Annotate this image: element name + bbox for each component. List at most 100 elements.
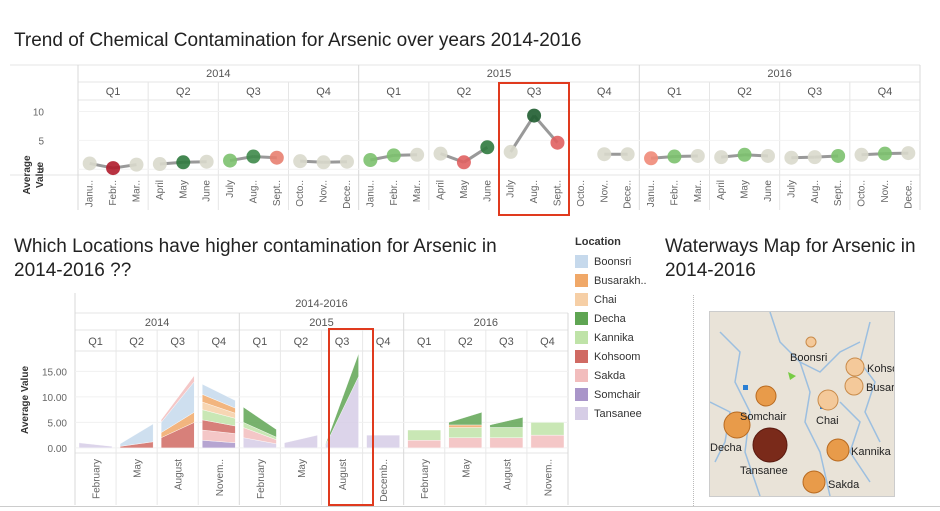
trend-point[interactable] xyxy=(386,148,401,163)
top-month-label: June xyxy=(482,180,493,202)
legend-label: Decha xyxy=(594,312,626,325)
legend-item[interactable]: Kohsoom xyxy=(575,347,660,366)
trend-line-segment xyxy=(509,114,536,153)
area-band[interactable] xyxy=(284,434,318,449)
map-label-somchair: Somchair xyxy=(740,411,787,423)
map-point-tansanee xyxy=(752,427,788,463)
map-canvas: Boonsri Kohsoom Busarakhan Chai Somchair… xyxy=(710,312,894,496)
trend-point[interactable] xyxy=(831,148,846,163)
map-label-boonsri: Boonsri xyxy=(790,352,827,364)
bottom-y-tick: 10.00 xyxy=(42,393,67,404)
trend-point[interactable] xyxy=(106,161,121,176)
map-point-busarakhan xyxy=(844,376,864,396)
legend-label: Chai xyxy=(594,293,617,306)
trend-point[interactable] xyxy=(129,157,144,172)
trend-point[interactable] xyxy=(667,149,682,164)
area-band[interactable] xyxy=(407,429,441,441)
legend-item[interactable]: Sakda xyxy=(575,366,660,385)
area-band[interactable] xyxy=(489,417,524,428)
location-legend[interactable]: Location Boonsri Busarakh.. Chai Decha Kanni… xyxy=(575,236,660,423)
trend-point[interactable] xyxy=(620,147,635,162)
trend-point[interactable] xyxy=(503,144,518,159)
area-band[interactable] xyxy=(448,424,483,428)
trend-point[interactable] xyxy=(363,153,378,167)
trend-point[interactable] xyxy=(597,147,612,162)
trend-point[interactable] xyxy=(339,154,354,169)
area-band[interactable] xyxy=(407,440,441,449)
trend-point[interactable] xyxy=(223,153,238,168)
waterways-map[interactable]: Boonsri Kohsoom Busarakhan Chai Somchair… xyxy=(709,311,895,497)
bottom-quarter-header: Q1 xyxy=(88,336,103,348)
bottom-area-chart[interactable]: 2014-2016 2014 Q1 Q2 Q3 Q4 2015 Q1 Q2 Q3 Q4 2016 Q1 Q… xyxy=(0,293,580,508)
bottom-month-label: May xyxy=(461,459,472,478)
area-band[interactable] xyxy=(448,411,483,426)
trend-point[interactable] xyxy=(152,157,167,172)
trend-point[interactable] xyxy=(456,155,471,170)
trend-point[interactable] xyxy=(410,147,425,162)
trend-point[interactable] xyxy=(269,150,284,165)
bottom-rule xyxy=(0,506,940,507)
trend-point[interactable] xyxy=(550,135,565,150)
area-band[interactable] xyxy=(202,383,236,409)
trend-point[interactable] xyxy=(480,140,495,155)
area-band[interactable] xyxy=(448,437,483,449)
top-month-label: April xyxy=(155,180,166,200)
trend-point[interactable] xyxy=(176,155,191,170)
trend-point[interactable] xyxy=(807,150,822,165)
trend-point[interactable] xyxy=(901,146,916,161)
map-label-decha: Decha xyxy=(710,442,743,454)
trend-point[interactable] xyxy=(877,146,892,161)
map-label-tansanee: Tansanee xyxy=(740,465,788,477)
trend-point[interactable] xyxy=(82,156,97,171)
trend-point[interactable] xyxy=(433,146,448,161)
bottom-month-label: Novem.. xyxy=(543,459,554,496)
legend-item[interactable]: Decha xyxy=(575,309,660,328)
trend-point[interactable] xyxy=(760,148,775,163)
trend-point[interactable] xyxy=(527,108,542,123)
trend-point[interactable] xyxy=(199,154,214,169)
legend-swatch xyxy=(575,350,588,363)
trend-point[interactable] xyxy=(737,147,752,162)
trend-point[interactable] xyxy=(644,151,659,166)
legend-item[interactable]: Boonsri xyxy=(575,252,660,271)
area-band[interactable] xyxy=(530,434,565,449)
map-title: Waterways Map for Arsenic in 2014-2016 xyxy=(665,236,916,281)
trend-point[interactable] xyxy=(293,154,308,169)
top-trend-chart[interactable]: 0 5 10 2014 Q1 Q2 Q3 Q4 2015 Q1 Q2 Q3 Q4 2016 Q1 Q2 Q3 Q4… xyxy=(0,60,940,280)
area-band[interactable] xyxy=(448,427,483,438)
top-month-label: Sept.. xyxy=(552,180,563,206)
area-band[interactable] xyxy=(160,374,195,423)
area-band[interactable] xyxy=(243,406,277,438)
trend-point[interactable] xyxy=(854,147,869,162)
trend-point[interactable] xyxy=(690,148,705,163)
trend-point[interactable] xyxy=(316,155,331,170)
trend-point[interactable] xyxy=(714,150,729,165)
area-band[interactable] xyxy=(78,442,113,449)
bottom-y-tick: 5.00 xyxy=(48,418,68,429)
top-month-label: Febr.. xyxy=(108,180,119,206)
trend-point[interactable] xyxy=(784,150,799,165)
area-band[interactable] xyxy=(489,427,524,438)
legend-item[interactable]: Busarakh.. xyxy=(575,271,660,290)
bottom-year-header: 2016 xyxy=(474,317,498,329)
legend-item[interactable]: Kannika xyxy=(575,328,660,347)
area-band[interactable] xyxy=(530,422,565,436)
area-band[interactable] xyxy=(366,434,400,449)
area-band[interactable] xyxy=(119,423,154,447)
top-quarter-header: Q3 xyxy=(246,86,261,98)
bottom-quarter-header: Q4 xyxy=(376,336,391,348)
bottom-quarter-header: Q4 xyxy=(211,336,226,348)
bottom-quarter-header: Q4 xyxy=(540,336,555,348)
legend-label: Kannika xyxy=(594,331,634,344)
top-month-label: May xyxy=(740,180,751,199)
bottom-quarter-header: Q2 xyxy=(294,336,309,348)
legend-item[interactable]: Tansanee xyxy=(575,404,660,423)
legend-item[interactable]: Chai xyxy=(575,290,660,309)
area-band[interactable] xyxy=(325,353,359,446)
top-y-axis-label-2: Value xyxy=(35,162,46,189)
area-band[interactable] xyxy=(489,437,524,449)
top-month-label: Febr.. xyxy=(389,180,400,206)
legend-item[interactable]: Somchair xyxy=(575,385,660,404)
trend-point[interactable] xyxy=(246,149,261,164)
top-chart-title: Trend of Chemical Contamination for Arse… xyxy=(14,30,582,51)
